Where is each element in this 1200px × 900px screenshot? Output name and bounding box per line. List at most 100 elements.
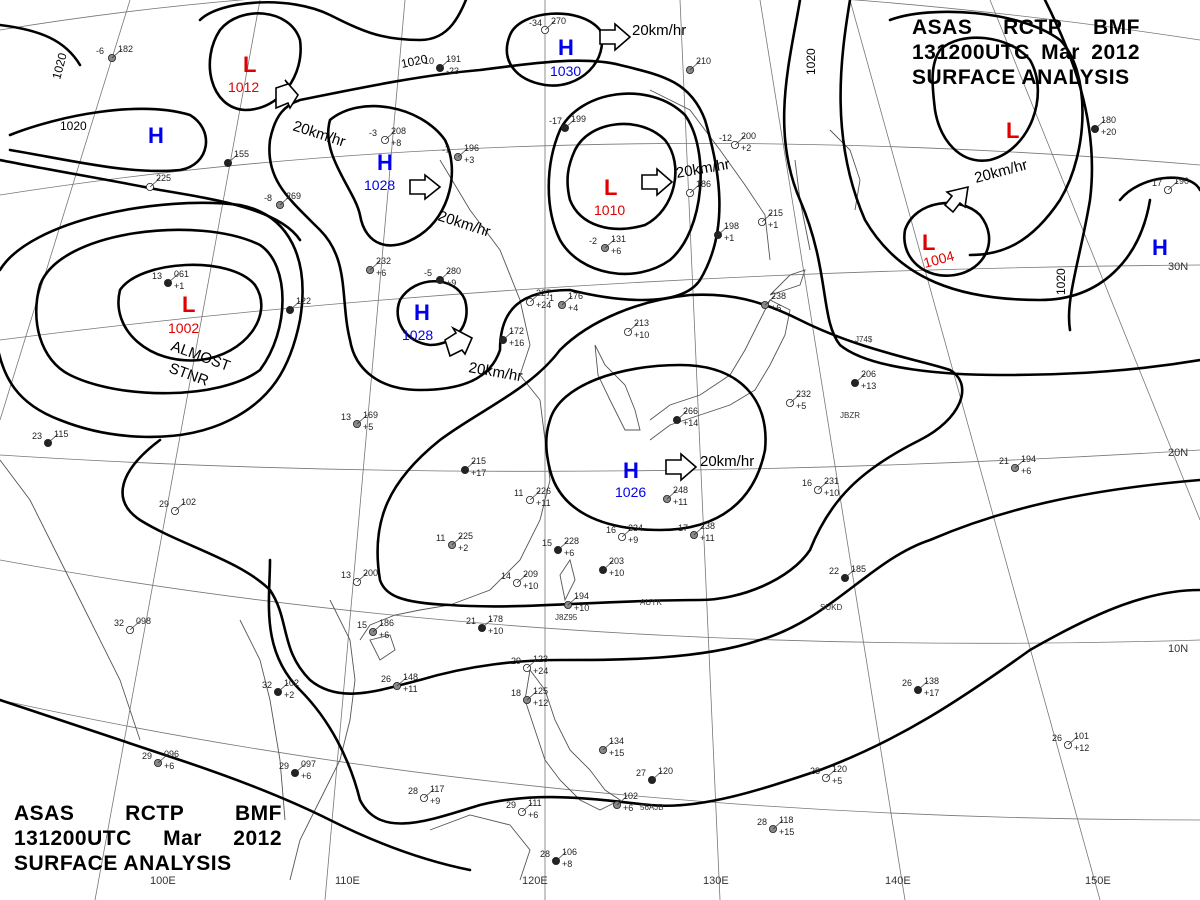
station-plot: 13 200: [341, 568, 378, 587]
wind-barb-icon: [289, 300, 301, 311]
wind-barb-icon: [157, 753, 169, 764]
station-tendency: +17: [924, 688, 939, 698]
meridian-150e: [849, 0, 1101, 900]
station-plot: 17 238 +11: [678, 521, 715, 543]
station-plot: 248+11: [663, 485, 688, 507]
station-code: J74$: [855, 335, 873, 344]
station-temperature: 21: [999, 456, 1009, 466]
station-plot: 194+10: [564, 591, 589, 613]
station-tendency: +6: [611, 246, 621, 256]
station-temperature: 28: [540, 849, 550, 859]
coast-china: [359, 159, 551, 641]
header-time-row: 131200UTC Mar 2012: [14, 826, 282, 851]
low-value: 1004: [922, 247, 956, 271]
header-product: SURFACE ANALYSIS: [14, 852, 232, 875]
station-pressure: 215: [471, 456, 486, 466]
longitude-label: 130E: [703, 875, 729, 887]
map-header-top: ASAS RCTP BMF 131200UTC Mar 2012 SURFACE…: [912, 15, 1140, 90]
wind-barb-icon: [464, 460, 476, 471]
wind-barb-icon: [502, 330, 514, 341]
low-value: 1012: [228, 79, 259, 95]
wind-barb-icon: [604, 238, 616, 249]
wind-barb-icon: [557, 540, 569, 551]
station-plot: 29 096 +6: [142, 749, 179, 771]
station-pressure: 210: [696, 56, 711, 66]
station-tendency: +2: [458, 543, 468, 553]
wind-barb-icon: [789, 393, 801, 404]
header-code: BMF: [1093, 16, 1140, 39]
station-tendency: +11: [673, 497, 688, 507]
wind-barb-icon: [854, 373, 866, 384]
station-plot: 266+14: [673, 406, 698, 428]
wind-barb-icon: [1014, 458, 1026, 469]
isobars: [0, 0, 1200, 872]
station-pressure: 102: [623, 791, 638, 801]
station-temperature: 29: [142, 751, 152, 761]
header-product: SURFACE ANALYSIS: [912, 66, 1130, 89]
wind-barb-icon: [1094, 119, 1106, 130]
low-value: 1010: [594, 202, 625, 218]
station-pressure: 172: [509, 326, 524, 336]
station-pressure: 097: [301, 759, 316, 769]
wind-barb-icon: [529, 292, 541, 303]
station-pressure: 148: [403, 672, 418, 682]
isobar-label-1020: 1020: [804, 48, 818, 75]
motion-arrow: [599, 22, 632, 52]
station-plot: 11 226 +11: [514, 486, 551, 508]
wind-barb-icon: [1067, 735, 1079, 746]
longitude-label: 110E: [335, 875, 360, 887]
isobar-1010-outer: [547, 92, 702, 276]
wind-barb-icon: [294, 763, 306, 774]
meridian-140e: [759, 0, 906, 900]
header-agency-row: ASAS RCTP BMF: [912, 15, 1140, 40]
station-plot: -5 280 +9: [424, 266, 461, 288]
station-tendency: +4: [568, 303, 578, 313]
wind-barb-icon: [516, 573, 528, 584]
station-temperature: -1: [546, 293, 554, 303]
station-code: J8Z95: [555, 613, 578, 622]
wind-barb-icon: [825, 768, 837, 779]
station-pressure: 231: [824, 476, 839, 486]
station-plot: 122: [285, 296, 311, 314]
longitude-label: 120E: [522, 875, 548, 887]
isobar-south-1012: [0, 698, 472, 872]
station-pressure: 232: [796, 389, 811, 399]
station-plot: -1 176 +4: [546, 291, 583, 313]
station-tendency: +2: [284, 690, 294, 700]
station-plot: 21 178 +10: [466, 614, 503, 636]
wind-barb-icon: [693, 525, 705, 536]
coast-kamchatka: [829, 129, 861, 211]
high-symbol: H: [414, 300, 430, 325]
station-pressure: 227: [536, 288, 551, 298]
station-plot: 215+17: [460, 456, 486, 478]
station-temperature: 11: [436, 533, 445, 543]
station-pressure: 200: [363, 568, 378, 578]
meridian-100e: [94, 0, 261, 900]
wind-barb-icon: [666, 489, 678, 500]
isobar-1020-bottom-major: [376, 293, 964, 608]
station-temperature: -3: [369, 128, 377, 138]
station-temperature: 29: [506, 800, 516, 810]
station-temperature: -17: [549, 116, 562, 126]
station-temperature: 28: [408, 786, 418, 796]
station-tendency: +10: [488, 626, 503, 636]
isobar-1010-low: [566, 122, 677, 231]
isobar-label-1020: 1020: [60, 119, 87, 133]
parallel-30n: [0, 264, 1200, 341]
station-plot: 232+6: [365, 256, 391, 278]
wind-barb-icon: [1167, 180, 1179, 191]
station-plot: 13 061 +1: [152, 269, 189, 291]
station-plot: 172+16: [498, 326, 524, 348]
coast-indochina: [289, 599, 356, 881]
station-temperature: 13: [341, 412, 351, 422]
wind-barb-icon: [564, 118, 576, 129]
motion-arrow: [275, 79, 299, 110]
header-month: Mar: [163, 827, 202, 850]
station-temperature: 10: [424, 56, 434, 66]
wind-barb-icon: [111, 48, 123, 59]
station-plot: 15 228 +6: [542, 536, 579, 558]
station-pressure: 111: [528, 798, 542, 808]
station-tendency: +2: [741, 143, 751, 153]
wind-barb-icon: [529, 490, 541, 501]
